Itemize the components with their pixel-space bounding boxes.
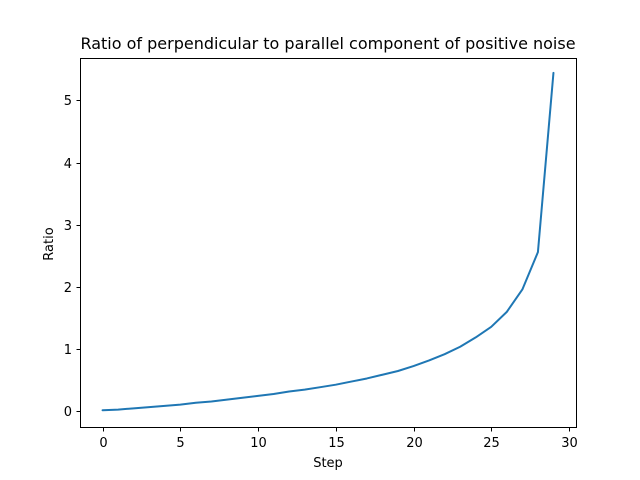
x-axis: 0 5 10 15 20 25 30: [99, 427, 578, 451]
x-tick-label: 25: [483, 436, 500, 451]
series-line-0: [101, 71, 555, 412]
y-tick-label: 2: [64, 281, 72, 296]
chart-title: Ratio of perpendicular to parallel compo…: [80, 34, 575, 53]
x-tick-label: 30: [561, 436, 578, 451]
y-tick-label: 3: [64, 219, 72, 234]
x-tick-label: 0: [99, 436, 107, 451]
y-tick-label: 1: [64, 343, 72, 358]
x-tick-label: 5: [176, 436, 184, 451]
plot-frame: [80, 58, 577, 428]
x-tick-label: 10: [250, 436, 267, 451]
plot-area: [80, 58, 577, 428]
y-axis: 0 1 2 3 4 5: [64, 94, 81, 420]
x-tick-label: 20: [406, 436, 423, 451]
y-tick-label: 5: [64, 94, 72, 109]
y-tick-label: 0: [64, 405, 72, 420]
y-tick-label: 4: [64, 157, 72, 172]
x-tick-label: 15: [328, 436, 345, 451]
y-axis-label: Ratio: [42, 227, 57, 260]
x-axis-label: Step: [313, 456, 343, 471]
